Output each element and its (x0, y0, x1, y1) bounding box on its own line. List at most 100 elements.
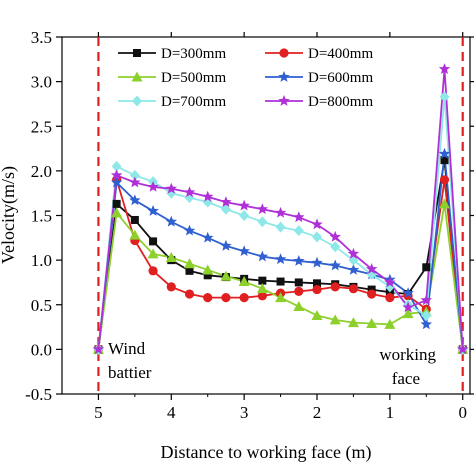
legend-marker (278, 71, 290, 82)
data-point (457, 343, 469, 355)
data-point (149, 237, 158, 246)
data-point (202, 264, 214, 275)
legend: D=300mm D=400mm D=500mm D=600mm D=700mm D=800… (118, 46, 373, 110)
data-point (402, 301, 414, 313)
data-point (367, 289, 377, 299)
data-point (165, 251, 177, 262)
data-point (147, 205, 159, 216)
data-point (165, 182, 177, 194)
legend-marker (132, 95, 142, 107)
data-point (311, 218, 323, 230)
data-point (420, 294, 432, 306)
data-point (239, 210, 250, 221)
legend-entry: D=700mm (118, 94, 226, 110)
data-point (111, 160, 122, 172)
data-point (238, 199, 250, 211)
data-point (202, 190, 214, 202)
legend-label: D=700mm (161, 94, 226, 110)
data-point (420, 318, 432, 330)
reference-lines (97, 37, 464, 394)
data-point (330, 241, 341, 253)
data-point (129, 169, 140, 181)
y-tick-label: 3.0 (31, 73, 52, 92)
data-point (220, 196, 232, 207)
data-point (258, 276, 267, 285)
data-point (185, 266, 194, 275)
x-tick-label: 0 (458, 403, 467, 422)
data-point (183, 186, 196, 198)
legend-label: D=600mm (308, 70, 373, 86)
y-tick-label: 2.0 (31, 162, 52, 181)
y-tick-label: 0.5 (31, 296, 52, 315)
legend-marker (278, 95, 290, 106)
data-point (293, 301, 305, 312)
annotation-text: battier (108, 363, 152, 382)
x-tick-label: 3 (240, 403, 249, 422)
x-tick-label: 1 (386, 403, 395, 422)
data-point (347, 317, 359, 328)
data-point (313, 279, 321, 288)
data-point (256, 283, 268, 294)
legend-marker (133, 49, 141, 57)
data-point (221, 293, 231, 303)
data-point (203, 293, 213, 303)
data-point (129, 194, 141, 206)
data-point (440, 156, 449, 165)
data-point (257, 291, 267, 301)
data-point (293, 255, 305, 266)
data-point (294, 286, 304, 296)
data-point (293, 225, 304, 237)
data-point (293, 211, 305, 223)
series-markers (92, 63, 469, 355)
legend-marker (279, 48, 289, 58)
data-point (347, 263, 360, 275)
y-tick-label: 1.0 (31, 251, 52, 270)
legend-entry: D=500mm (118, 70, 226, 86)
data-point (312, 284, 322, 295)
data-point (439, 198, 450, 209)
data-point (347, 247, 360, 259)
data-point (112, 199, 121, 208)
x-tick-label: 4 (167, 403, 176, 422)
data-point (165, 215, 177, 227)
legend-marker (131, 71, 143, 82)
data-point (330, 282, 340, 292)
data-point (239, 293, 249, 303)
data-point (385, 293, 395, 303)
data-point (129, 229, 141, 240)
data-point (110, 169, 123, 181)
data-point (365, 263, 378, 274)
axis-ticks: 5 4 3 2 1 0 -0.5 0.0 0.5 1.0 1.5 2.0 2.5 3.0 3.5 (25, 28, 474, 422)
x-axis-label: Distance to working face (m) (161, 442, 372, 463)
data-point (202, 231, 214, 243)
data-point (421, 309, 432, 321)
data-point (147, 248, 159, 259)
data-point (384, 318, 396, 329)
data-point (275, 221, 286, 233)
data-point (166, 282, 176, 292)
data-point (402, 308, 414, 319)
data-point (294, 278, 303, 287)
data-point (92, 343, 105, 355)
data-point (203, 271, 212, 280)
x-tick-label: 5 (94, 403, 103, 422)
data-point (184, 289, 195, 299)
y-tick-label: 2.5 (31, 117, 52, 136)
annotation-text: working (379, 345, 436, 364)
data-point (276, 277, 285, 286)
y-tick-label: 1.5 (31, 207, 52, 226)
data-point (384, 276, 396, 288)
data-point (366, 317, 378, 328)
data-point (329, 259, 341, 271)
data-point (256, 203, 269, 215)
data-point (220, 270, 232, 281)
data-point (312, 231, 322, 243)
legend-entry: D=600mm (265, 70, 373, 86)
data-point (238, 276, 250, 287)
data-point (184, 258, 195, 269)
legend-label: D=800mm (308, 94, 373, 110)
data-point (311, 256, 323, 268)
data-point (275, 292, 287, 303)
data-point (439, 175, 450, 185)
